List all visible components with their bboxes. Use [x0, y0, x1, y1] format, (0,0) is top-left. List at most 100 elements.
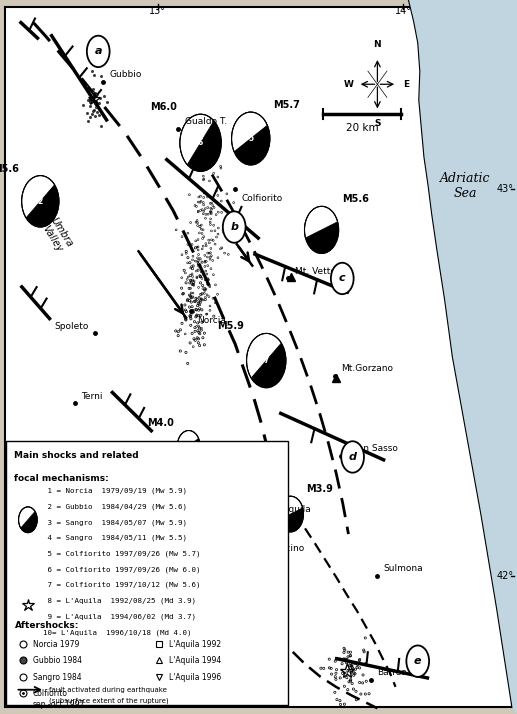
Point — [198, 316, 206, 328]
Point — [182, 277, 190, 288]
Point — [193, 220, 202, 231]
Point — [205, 237, 214, 248]
Point — [199, 294, 207, 306]
Point — [183, 273, 191, 285]
Point — [89, 106, 97, 117]
Point — [193, 215, 201, 226]
Wedge shape — [232, 112, 267, 151]
Point — [178, 272, 186, 283]
Point — [206, 305, 214, 316]
Point — [186, 311, 194, 322]
Point — [172, 325, 180, 336]
Point — [214, 228, 222, 240]
Wedge shape — [278, 496, 302, 521]
Point — [206, 247, 215, 258]
Point — [274, 492, 282, 503]
Point — [86, 93, 95, 104]
Point — [193, 155, 201, 166]
Point — [190, 276, 198, 287]
Point — [340, 698, 348, 710]
Point — [186, 289, 194, 301]
Point — [199, 283, 207, 294]
Point — [197, 266, 205, 278]
Point — [186, 156, 194, 167]
Text: 42°: 42° — [496, 571, 513, 581]
Text: Colfiorito: Colfiorito — [33, 689, 68, 698]
Point — [217, 196, 225, 207]
Text: Gubbio: Gubbio — [110, 70, 142, 79]
Point — [349, 670, 358, 681]
Point — [206, 206, 215, 217]
Point — [194, 298, 202, 309]
Text: L'Aquila 1992: L'Aquila 1992 — [169, 640, 221, 649]
Point — [200, 199, 208, 211]
Point — [186, 301, 194, 313]
Text: M3.7: M3.7 — [147, 469, 174, 479]
Point — [211, 238, 219, 250]
Wedge shape — [19, 507, 35, 528]
Polygon shape — [408, 0, 517, 714]
Point — [198, 256, 206, 268]
Point — [204, 273, 212, 285]
Point — [97, 71, 105, 82]
Text: 6 = Colfiorito 1997/09/26 (Mw 6.0): 6 = Colfiorito 1997/09/26 (Mw 6.0) — [43, 566, 201, 573]
Text: Gubbio 1984: Gubbio 1984 — [33, 656, 82, 665]
Point — [194, 325, 202, 336]
Text: focal mechanisms:: focal mechanisms: — [14, 474, 109, 483]
Point — [188, 328, 196, 339]
Point — [332, 668, 340, 679]
Point — [201, 294, 209, 306]
Point — [217, 161, 225, 172]
Point — [187, 292, 195, 303]
Point — [196, 297, 205, 308]
Point — [206, 218, 215, 230]
Point — [184, 252, 192, 263]
Point — [343, 654, 351, 665]
Text: 5: 5 — [248, 134, 253, 143]
Point — [186, 311, 194, 323]
Point — [197, 219, 205, 231]
Point — [194, 296, 203, 308]
Point — [82, 80, 90, 91]
Point — [187, 262, 195, 273]
Point — [88, 66, 97, 77]
Point — [182, 347, 190, 358]
Text: fault activated during earthquake: fault activated during earthquake — [49, 687, 166, 693]
Text: E: E — [403, 80, 409, 89]
Point — [347, 658, 355, 669]
Point — [191, 335, 200, 346]
Point — [96, 92, 104, 104]
Point — [198, 204, 206, 216]
Text: Norcia 1979: Norcia 1979 — [33, 640, 80, 649]
Point — [202, 162, 210, 174]
Point — [194, 241, 202, 253]
Point — [188, 306, 196, 317]
Point — [201, 291, 209, 303]
Point — [340, 647, 348, 658]
Point — [197, 323, 206, 334]
Point — [347, 666, 356, 678]
Point — [197, 324, 205, 336]
Point — [267, 489, 276, 501]
Point — [346, 646, 355, 658]
Point — [231, 449, 239, 461]
Point — [193, 332, 202, 343]
Point — [194, 305, 203, 316]
Text: 6: 6 — [198, 139, 203, 147]
Point — [359, 669, 367, 680]
Point — [200, 187, 208, 198]
Point — [192, 235, 200, 246]
Point — [192, 216, 200, 228]
Point — [197, 293, 205, 305]
Circle shape — [341, 441, 364, 473]
Point — [206, 198, 215, 209]
Point — [202, 308, 210, 320]
Point — [196, 277, 205, 288]
Point — [184, 358, 192, 369]
Point — [214, 222, 222, 233]
Point — [187, 296, 195, 308]
Point — [197, 310, 205, 321]
Point — [194, 244, 202, 256]
Point — [227, 221, 236, 232]
Point — [207, 206, 216, 218]
